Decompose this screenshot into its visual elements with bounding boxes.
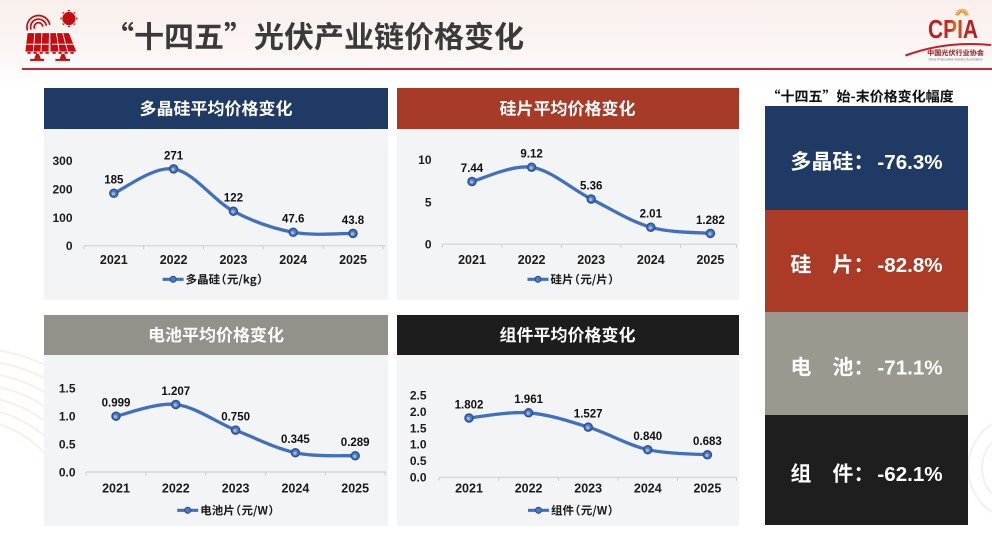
- svg-text:1.0: 1.0: [410, 438, 427, 452]
- svg-text:1.207: 1.207: [161, 386, 190, 398]
- svg-text:1.802: 1.802: [455, 399, 484, 411]
- svg-text:122: 122: [224, 193, 243, 205]
- svg-text:185: 185: [104, 175, 124, 187]
- svg-text:2.5: 2.5: [410, 388, 427, 402]
- svg-text:-76.3%: -76.3%: [877, 151, 942, 174]
- svg-text:-82.8%: -82.8%: [877, 254, 942, 277]
- svg-text:2025: 2025: [339, 253, 367, 267]
- svg-text:2024: 2024: [281, 481, 309, 495]
- svg-text:0.840: 0.840: [633, 431, 662, 443]
- svg-text:300: 300: [52, 154, 72, 168]
- svg-text:2021: 2021: [455, 481, 483, 495]
- svg-text:5: 5: [425, 195, 432, 209]
- svg-text:47.6: 47.6: [282, 214, 304, 226]
- svg-text:2024: 2024: [279, 253, 307, 267]
- svg-text:200: 200: [52, 183, 72, 197]
- svg-text:271: 271: [164, 150, 184, 162]
- svg-text:1.5: 1.5: [410, 421, 427, 435]
- svg-text:2024: 2024: [637, 253, 665, 267]
- svg-text:China Photovoltaic Industry As: China Photovoltaic Industry Association: [929, 57, 983, 61]
- svg-text:-71.1%: -71.1%: [877, 357, 942, 380]
- svg-text:0.345: 0.345: [281, 434, 310, 446]
- svg-text:2022: 2022: [518, 253, 546, 267]
- svg-text:43.8: 43.8: [342, 215, 365, 227]
- svg-text:2.0: 2.0: [410, 405, 427, 419]
- svg-text:1.282: 1.282: [696, 215, 725, 227]
- svg-text:1.961: 1.961: [514, 394, 543, 406]
- svg-text:2023: 2023: [219, 253, 247, 267]
- svg-text:2021: 2021: [100, 253, 128, 267]
- svg-text:2024: 2024: [634, 481, 662, 495]
- svg-text:0.289: 0.289: [341, 437, 370, 449]
- svg-text:0.999: 0.999: [102, 398, 131, 410]
- svg-text:0: 0: [66, 239, 73, 253]
- svg-text:2023: 2023: [222, 481, 250, 495]
- svg-text:0.5: 0.5: [410, 454, 427, 468]
- svg-text:0.5: 0.5: [59, 437, 76, 451]
- svg-text:2025: 2025: [696, 253, 724, 267]
- svg-text:0: 0: [425, 238, 432, 252]
- svg-text:2023: 2023: [574, 481, 602, 495]
- svg-text:2022: 2022: [515, 481, 543, 495]
- svg-text:1.0: 1.0: [59, 409, 76, 423]
- svg-text:0.683: 0.683: [693, 436, 722, 448]
- svg-text:9.12: 9.12: [520, 149, 542, 161]
- svg-text:-62.1%: -62.1%: [877, 463, 942, 486]
- svg-text:2025: 2025: [341, 481, 369, 495]
- svg-text:1.5: 1.5: [59, 381, 76, 395]
- svg-text:100: 100: [52, 211, 72, 225]
- svg-text:0.0: 0.0: [59, 465, 76, 479]
- svg-text:2022: 2022: [162, 481, 190, 495]
- svg-text:2021: 2021: [458, 253, 486, 267]
- svg-text:2023: 2023: [577, 253, 605, 267]
- svg-text:1.527: 1.527: [574, 409, 603, 421]
- svg-text:2.01: 2.01: [640, 209, 663, 221]
- svg-text:0.0: 0.0: [410, 471, 427, 485]
- svg-text:CPIA: CPIA: [928, 16, 978, 44]
- svg-text:0.750: 0.750: [221, 412, 250, 424]
- svg-text:2022: 2022: [160, 253, 188, 267]
- svg-text:2025: 2025: [693, 481, 721, 495]
- svg-text:2021: 2021: [102, 481, 130, 495]
- svg-text:5.36: 5.36: [580, 180, 602, 192]
- svg-text:7.44: 7.44: [461, 163, 484, 175]
- svg-text:10: 10: [418, 153, 432, 167]
